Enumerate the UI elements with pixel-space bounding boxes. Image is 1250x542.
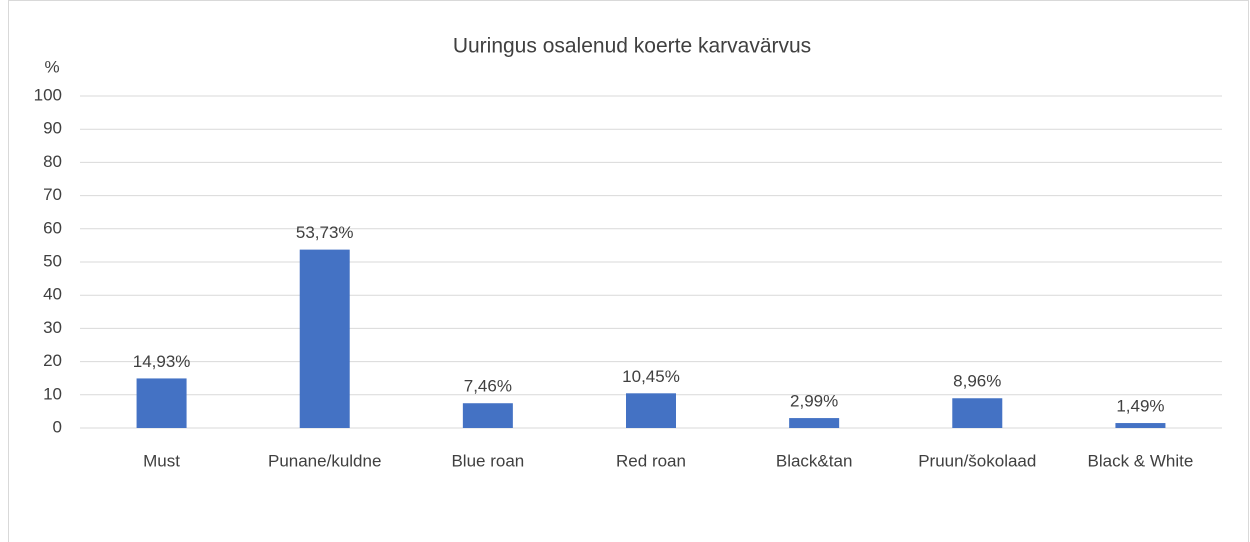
- y-tick-label: 70: [43, 185, 62, 204]
- y-tick-label: 80: [43, 152, 62, 171]
- chart-title: Uuringus osalenud koerte karvavärvus: [453, 35, 811, 58]
- y-tick-label: 10: [43, 384, 62, 403]
- y-axis-label: %: [44, 57, 59, 76]
- data-label: 2,99%: [790, 392, 838, 411]
- bar: [136, 378, 187, 428]
- bar: [952, 398, 1003, 428]
- data-label: 8,96%: [953, 372, 1001, 391]
- bar: [789, 418, 840, 428]
- x-tick-label: Black & White: [1088, 451, 1194, 470]
- data-label: 7,46%: [464, 377, 512, 396]
- x-tick-label: Blue roan: [451, 451, 524, 470]
- y-tick-label: 20: [43, 351, 62, 370]
- data-label: 1,49%: [1116, 397, 1164, 416]
- data-label: 53,73%: [296, 223, 354, 242]
- x-tick-label: Must: [143, 451, 180, 470]
- x-tick-label: Punane/kuldne: [268, 451, 381, 470]
- y-tick-label: 60: [43, 218, 62, 237]
- bar: [299, 249, 350, 428]
- x-tick-label: Pruun/šokolaad: [918, 451, 1036, 470]
- bar: [1115, 423, 1166, 428]
- y-tick-label: 100: [34, 85, 62, 104]
- x-tick-label: Red roan: [616, 451, 686, 470]
- bar: [626, 393, 676, 428]
- data-label: 14,93%: [133, 352, 191, 371]
- y-tick-label: 30: [43, 318, 62, 337]
- y-tick-label: 90: [43, 119, 62, 138]
- chart-border: [8, 0, 1249, 542]
- bar: [462, 403, 513, 428]
- y-tick-label: 40: [43, 285, 62, 304]
- y-tick-label: 0: [53, 417, 62, 436]
- x-tick-label: Black&tan: [776, 451, 853, 470]
- y-tick-label: 50: [43, 251, 62, 270]
- data-label: 10,45%: [622, 367, 680, 386]
